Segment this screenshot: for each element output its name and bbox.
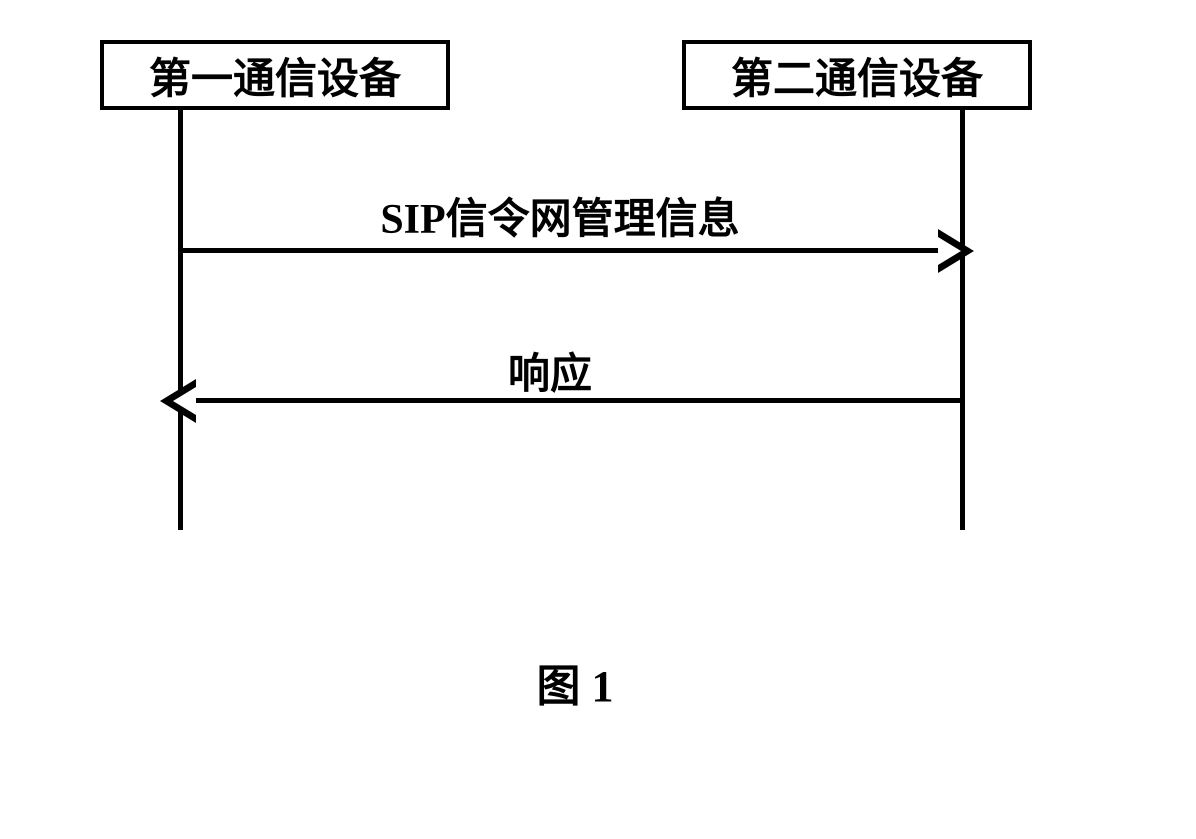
entity-box-second-device: 第二通信设备 (682, 40, 1032, 110)
sequence-diagram: 第一通信设备 第二通信设备 SIP信令网管理信息 响应 图 1 (100, 40, 1100, 640)
message-arrow-sip (183, 248, 960, 253)
entity-box-first-device: 第一通信设备 (100, 40, 450, 110)
lifeline-left (178, 110, 183, 530)
figure-caption: 图 1 (500, 650, 650, 714)
message-label-response: 响应 (450, 340, 650, 401)
arrowhead-right-icon (938, 229, 974, 273)
message-label-sip: SIP信令网管理信息 (280, 185, 840, 246)
entity-label-left: 第一通信设备 (149, 45, 401, 106)
entity-label-right: 第二通信设备 (731, 45, 983, 106)
arrowhead-left-icon (160, 379, 196, 423)
lifeline-right (960, 110, 965, 530)
